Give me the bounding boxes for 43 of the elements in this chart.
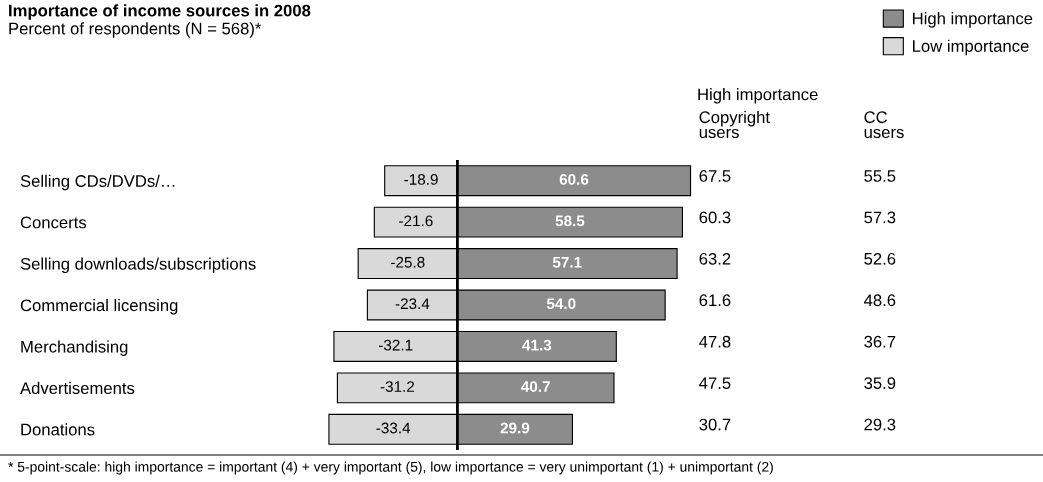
y-tick-label: Commercial licensing [20,298,178,315]
text: 57.3 [864,211,896,224]
text: 47.8 [699,335,731,348]
data-label: -25.8 [391,256,425,268]
text: 60.3 [699,211,731,224]
data-label: -18.9 [404,174,438,185]
text: High importance [698,88,818,104]
legend-label: High importance [913,12,1033,28]
text: 30.7 [699,418,731,431]
text: 63.2 [699,252,731,265]
text: 61.6 [699,294,731,307]
data-label: 60.6 [559,174,589,185]
data-label: -32.1 [378,339,413,351]
data-label: 54.0 [546,298,576,310]
data-label: -21.6 [399,215,433,227]
text: Percent of respondents (N = 568)* [9,22,262,38]
y-tick-label: Selling downloads/subscriptions [20,257,256,274]
text: * 5-point-scale: high importance = important (4) + very important (5), low importance = very unimportant (1) + unimportant (2) [8,461,773,475]
y-tick-label: Advertisements [20,381,135,395]
y-tick-label: Donations [21,423,95,436]
text: 35.9 [864,377,896,390]
data-label: 40.7 [521,381,550,392]
text: 55.5 [864,170,896,182]
data-label: -23.4 [395,298,430,310]
y-tick-label: Merchandising [21,340,128,356]
y-tick-label: Selling CDs/DVDs/… [20,174,175,191]
data-label: 29.9 [500,422,530,434]
text: 47.5 [699,377,731,390]
text: 36.7 [864,335,896,348]
data-label: 58.5 [555,215,585,227]
text: 48.6 [863,294,896,307]
text: 52.6 [864,252,896,265]
text: CC users [864,111,904,139]
data-label: 57.1 [552,257,582,268]
text: Copyright users [699,110,770,139]
data-label: 41.3 [522,339,552,351]
legend-label: Low importance [913,39,1029,56]
data-label: -33.4 [376,422,411,434]
data-label: -31.2 [380,381,415,392]
text: 67.5 [699,170,731,182]
y-tick-label: Concerts [20,216,87,229]
text: Importance of income sources in 2008 [9,4,311,20]
text: 29.3 [864,418,896,431]
